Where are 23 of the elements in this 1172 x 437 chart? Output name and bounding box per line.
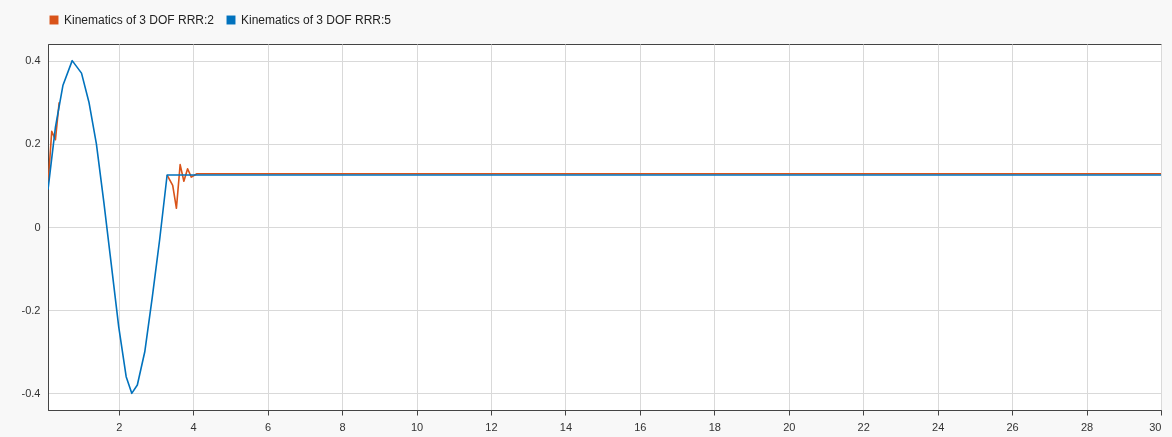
x-tick-label: 2 xyxy=(116,420,123,433)
x-tick-label: 20 xyxy=(783,420,796,433)
x-tick-label: 26 xyxy=(1006,420,1019,433)
y-tick-label: 0.2 xyxy=(25,137,41,150)
x-tick-label: 12 xyxy=(485,420,498,433)
x-tick-label: 4 xyxy=(190,420,197,433)
x-tick-label: 22 xyxy=(857,420,870,433)
x-tick-label: 6 xyxy=(265,420,272,433)
x-tick-label: 24 xyxy=(932,420,945,433)
x-tick-label: 30 xyxy=(1149,420,1162,433)
x-tick-label: 14 xyxy=(559,420,573,433)
legend-label: Kinematics of 3 DOF RRR:5 xyxy=(241,13,392,27)
y-tick-label: 0.4 xyxy=(25,54,41,67)
x-tick-label: 16 xyxy=(634,420,647,433)
x-tick-label: 28 xyxy=(1080,420,1094,433)
line-series xyxy=(48,59,1161,395)
x-tick-label: 8 xyxy=(339,420,346,433)
x-tick-label: 10 xyxy=(410,420,424,433)
legend-label: Kinematics of 3 DOF RRR:2 xyxy=(64,13,215,27)
y-tick-label: -0.2 xyxy=(21,303,41,316)
y-tick-label: 0 xyxy=(34,220,41,233)
y-tick-label: -0.4 xyxy=(21,386,41,399)
x-tick-label: 18 xyxy=(708,420,721,433)
